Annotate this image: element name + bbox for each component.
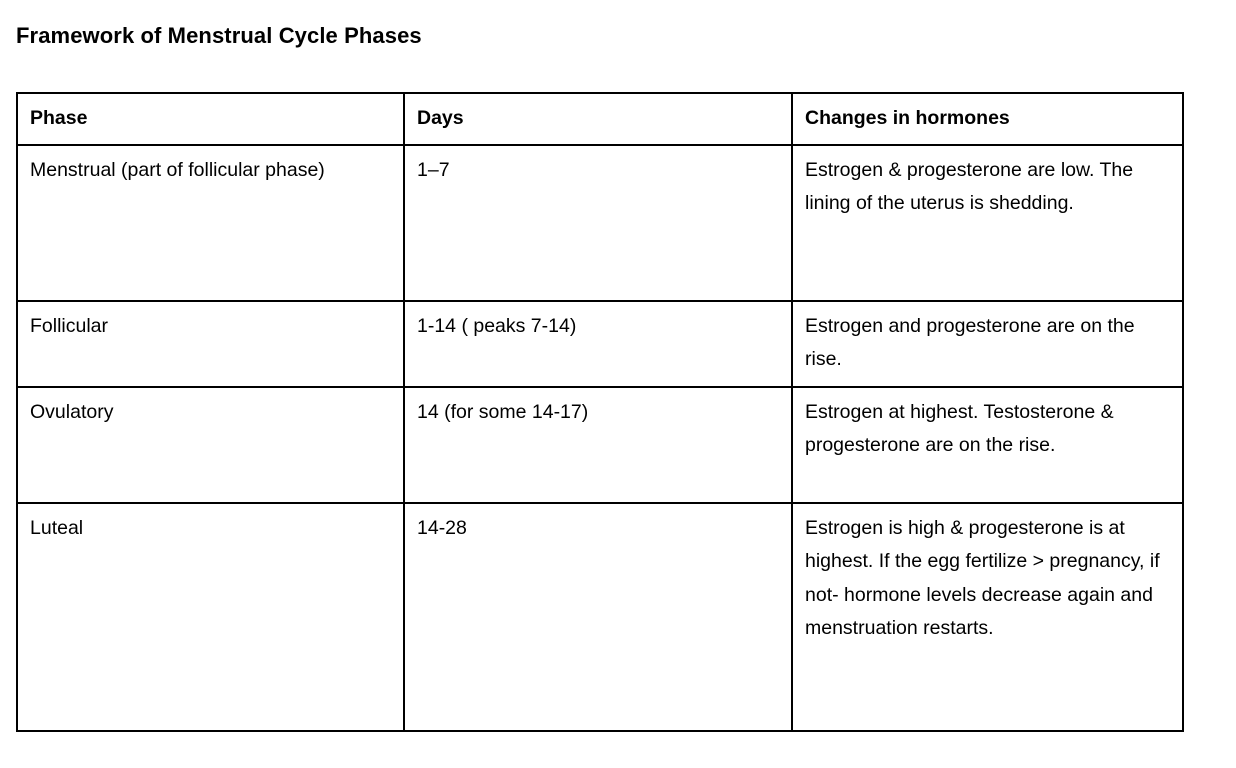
menstrual-phases-table: Phase Days Changes in hormones Menstrual…	[16, 92, 1184, 732]
column-header-days: Days	[403, 92, 793, 146]
table-row: Luteal 14-28 Estrogen is high & progeste…	[16, 501, 1184, 732]
cell-days-ovulatory: 14 (for some 14-17)	[403, 385, 793, 504]
cell-phase-menstrual: Menstrual (part of follicular phase)	[16, 143, 405, 302]
cell-days-menstrual: 1–7	[403, 143, 793, 302]
cell-phase-follicular: Follicular	[16, 299, 405, 388]
cell-phase-luteal: Luteal	[16, 501, 405, 732]
cell-hormones-follicular: Estrogen and progesterone are on the ris…	[791, 299, 1184, 388]
table-row: Ovulatory 14 (for some 14-17) Estrogen a…	[16, 385, 1184, 504]
table-header-row: Phase Days Changes in hormones	[16, 92, 1184, 146]
table-row: Menstrual (part of follicular phase) 1–7…	[16, 143, 1184, 302]
cell-hormones-luteal: Estrogen is high & progesterone is at hi…	[791, 501, 1184, 732]
cell-days-follicular: 1-14 ( peaks 7-14)	[403, 299, 793, 388]
cell-days-luteal: 14-28	[403, 501, 793, 732]
cell-hormones-menstrual: Estrogen & progesterone are low. The lin…	[791, 143, 1184, 302]
column-header-hormones: Changes in hormones	[791, 92, 1184, 146]
cell-hormones-ovulatory: Estrogen at highest. Testosterone & prog…	[791, 385, 1184, 504]
column-header-phase: Phase	[16, 92, 405, 146]
table-row: Follicular 1-14 ( peaks 7-14) Estrogen a…	[16, 299, 1184, 388]
cell-phase-ovulatory: Ovulatory	[16, 385, 405, 504]
document-title: Framework of Menstrual Cycle Phases	[16, 23, 422, 48]
